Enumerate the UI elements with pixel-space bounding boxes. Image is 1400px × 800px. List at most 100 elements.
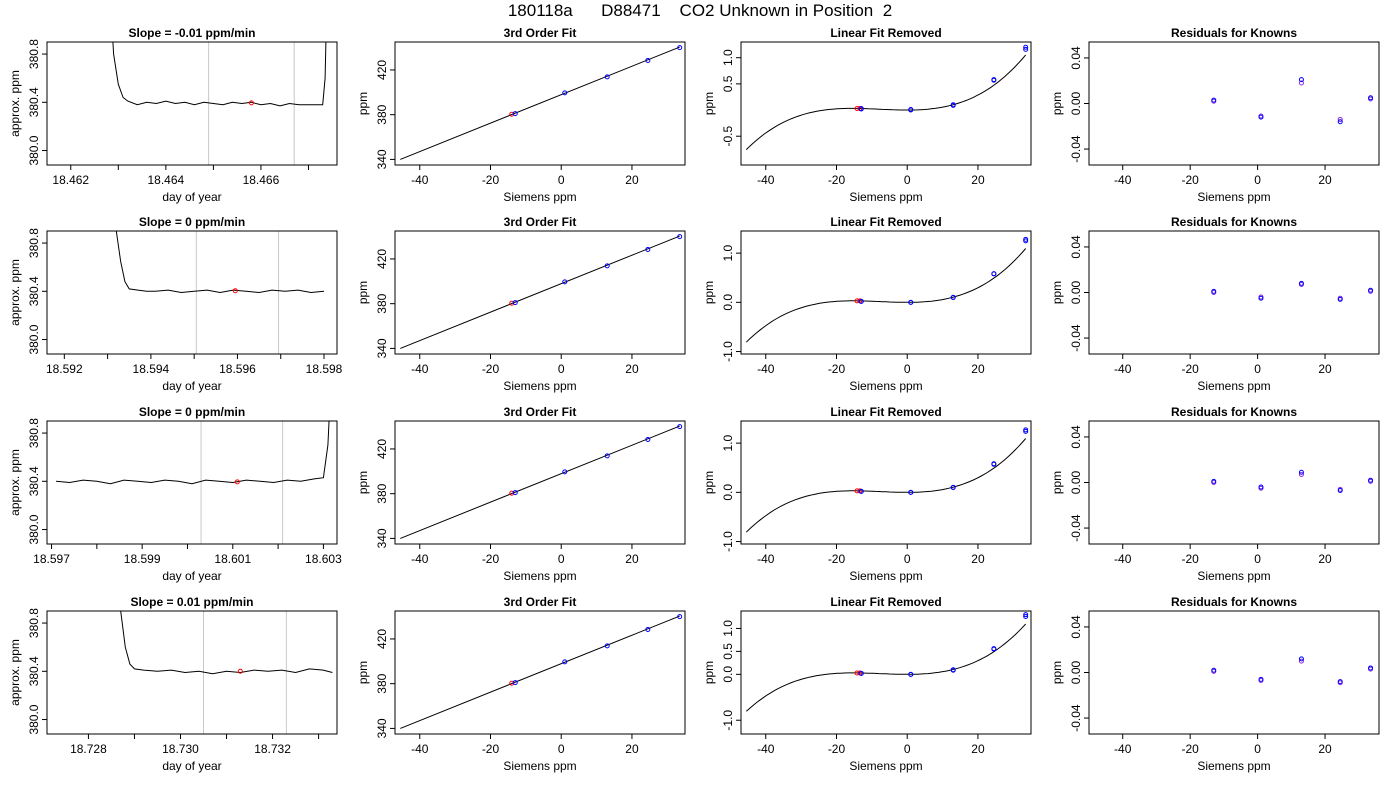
residual-point [1298, 77, 1304, 83]
x-tick-label: -40 [757, 362, 775, 376]
y-tick-label: 380.0 [27, 514, 41, 544]
x-tick-label: 0 [1254, 742, 1261, 756]
plot-frame [1088, 230, 1380, 355]
residual-point [1211, 478, 1217, 484]
x-tick-label: -20 [828, 173, 846, 187]
y-axis-label: approx. ppm [8, 449, 22, 516]
y-tick-label: 0.00 [1069, 660, 1083, 684]
x-tick-label: -40 [1114, 742, 1132, 756]
mean-marker [237, 668, 243, 674]
known-point [512, 490, 518, 496]
known-point [604, 74, 610, 80]
known-point [677, 424, 683, 430]
y-tick-label: 380.0 [27, 135, 41, 165]
panel-title: Residuals for Knowns [1171, 215, 1297, 229]
x-tick-label: 0 [1254, 362, 1261, 376]
x-tick-label: 18.462 [52, 173, 89, 187]
x-axis-label: Siemens ppm [849, 379, 922, 393]
x-tick-label: -20 [1181, 552, 1199, 566]
known-point [1023, 427, 1029, 433]
known-point [991, 77, 997, 83]
x-tick-label: -20 [1181, 362, 1199, 376]
x-tick-label: 0 [904, 173, 911, 187]
residual-point [1258, 295, 1264, 301]
x-tick-label: 0 [904, 552, 911, 566]
y-tick-label: 380 [375, 673, 389, 693]
x-tick-label: 0 [904, 362, 911, 376]
x-tick-label: 20 [625, 552, 639, 566]
residual-point [1337, 116, 1343, 122]
y-tick-label: 0.0 [721, 294, 735, 311]
y-tick-label: 0.00 [1069, 470, 1083, 494]
y-tick-label: 380.4 [27, 87, 41, 117]
residual-point [1368, 287, 1374, 293]
x-tick-label: -20 [482, 362, 500, 376]
panel-2-3: Linear Fit Removed -40 -20 0 20 -1.0 0.0 1.0 Sie… [702, 215, 1032, 393]
known-point [512, 300, 518, 306]
panel-3-3: Linear Fit Removed -40 -20 0 20 -1.0 0.0 1.0 Sie… [702, 405, 1032, 583]
x-tick-label: -20 [482, 173, 500, 187]
x-axis-label: day of year [162, 379, 221, 393]
x-tick-label: 20 [1318, 742, 1332, 756]
plot-area [120, 611, 333, 734]
x-tick-label: -20 [482, 742, 500, 756]
plot-area [1211, 77, 1374, 125]
panel-title: 3rd Order Fit [504, 215, 577, 229]
panel-title: Slope = 0 ppm/min [139, 215, 245, 229]
panel-title: Slope = 0.01 ppm/min [130, 595, 253, 609]
plot-frame [1088, 41, 1380, 166]
known-point [604, 453, 610, 459]
y-axis-label: ppm [702, 471, 716, 494]
x-axis-label: Siemens ppm [1197, 379, 1270, 393]
x-axis-label: Siemens ppm [1197, 190, 1270, 204]
x-tick-label: 0 [558, 362, 565, 376]
plot-area [400, 614, 683, 729]
plot-area [1211, 280, 1374, 302]
panel-title: 3rd Order Fit [504, 26, 577, 40]
x-tick-label: 0 [1254, 552, 1261, 566]
y-tick-label: 420 [375, 629, 389, 649]
y-tick-label: -0.04 [1069, 324, 1083, 352]
plot-frame [740, 41, 1032, 166]
x-axis-label: Siemens ppm [849, 190, 922, 204]
panel-title: Residuals for Knowns [1171, 405, 1297, 419]
y-tick-label: 380.8 [27, 608, 41, 638]
plot-frame [1088, 610, 1380, 735]
plot-frame [1088, 420, 1380, 545]
y-tick-label: 340 [375, 718, 389, 738]
residual-point [1211, 288, 1217, 294]
x-axis-label: Siemens ppm [1197, 759, 1270, 773]
y-axis-label: ppm [1050, 92, 1064, 115]
y-tick-label: 0.5 [721, 643, 735, 660]
known-point [1023, 612, 1029, 618]
y-tick-label: 1.0 [721, 244, 735, 261]
known-point [677, 614, 683, 620]
plot-frame [394, 230, 686, 355]
known-point [908, 299, 914, 305]
concentration-trace [56, 421, 330, 485]
x-tick-label: -20 [1181, 173, 1199, 187]
panel-1-3: Linear Fit Removed -40 -20 0 20 -0.5 0.5 1.0 Sie… [702, 26, 1032, 204]
x-axis-label: day of year [162, 569, 221, 583]
y-axis-label: approx. ppm [8, 639, 22, 706]
residual-point [1298, 469, 1304, 475]
x-axis-label: day of year [162, 190, 221, 204]
x-axis-label: Siemens ppm [849, 759, 922, 773]
y-tick-label: 340 [375, 149, 389, 169]
y-tick-label: 0.04 [1069, 46, 1083, 70]
x-tick-label: -20 [482, 552, 500, 566]
x-tick-label: -20 [1181, 742, 1199, 756]
x-tick-label: -20 [828, 552, 846, 566]
y-tick-label: 380.8 [27, 39, 41, 69]
x-tick-label: -40 [757, 742, 775, 756]
fit-line [400, 425, 680, 539]
y-axis-label: approx. ppm [8, 259, 22, 326]
known-point [562, 469, 568, 475]
y-axis-label: ppm [356, 281, 370, 304]
y-tick-label: 380.4 [27, 466, 41, 496]
y-tick-label: -1.0 [721, 531, 735, 552]
x-tick-label: 0 [1254, 173, 1261, 187]
x-tick-label: -20 [828, 362, 846, 376]
panel-title: Linear Fit Removed [830, 595, 941, 609]
